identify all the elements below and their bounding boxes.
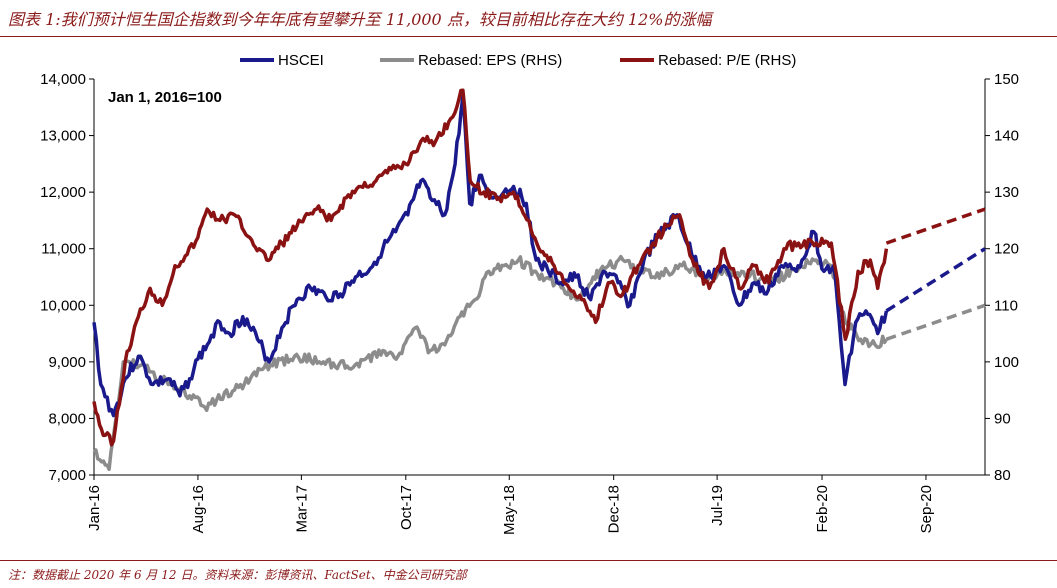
chart-legend: HSCEI Rebased: EPS (RHS) Rebased: P/E (RHS… [240,52,796,69]
series-line [92,88,889,447]
y-right-tick-label: 140 [994,128,1019,145]
x-tick-label: Jul-19 [709,485,726,526]
legend-label: Rebased: EPS (RHS) [418,52,562,69]
y-right-tick-label: 80 [994,467,1011,484]
series-line [92,254,888,472]
chart-series-lines [92,88,986,472]
top-rule [0,36,1057,37]
x-tick-label: Aug-16 [190,485,207,533]
y-right-tick-label: 130 [994,184,1019,201]
y-left-tick-label: 13,000 [40,128,86,145]
y-right-tick-label: 150 [994,71,1019,88]
x-tick-label: Oct-17 [398,485,415,530]
x-tick-label: Mar-17 [293,485,310,533]
series-line [92,94,889,418]
chart: 7,000 8,000 9,000 10,000 11,000 12,000 13,000 1… [40,52,1019,535]
forecast-line [885,303,986,341]
x-tick-label: Sep-20 [918,485,935,533]
y-left-tick-label: 8,000 [48,410,86,427]
forecast-line [885,247,986,313]
y-left-tick-label: 14,000 [40,71,86,88]
bottom-rule [0,560,1057,561]
source-note: 注：数据截止 2020 年 6 月 12 日。资料来源：彭博资讯、FactSet… [8,568,467,582]
y-right-tick-label: 120 [994,241,1019,258]
y-right-tick-label: 110 [994,297,1018,314]
y-left-tick-label: 12,000 [40,184,86,201]
legend-label: HSCEI [278,52,324,69]
y-right-tick-label: 90 [994,410,1011,427]
forecast-line [885,207,986,245]
chart-axes: 7,000 8,000 9,000 10,000 11,000 12,000 13,000 1… [40,71,1019,535]
chart-caption: 图表 1:我们预计恒生国企指数到今年年底有望攀升至 11,000 点，较目前相比… [8,10,712,29]
x-tick-label: Jan-16 [86,485,103,531]
y-left-tick-label: 7,000 [48,467,86,484]
x-tick-label: Dec-18 [606,485,623,533]
x-tick-label: May-18 [501,485,518,535]
chart-annotation: Jan 1, 2016=100 [108,89,222,106]
x-tick-label: Feb-20 [814,485,831,533]
y-left-tick-label: 10,000 [40,297,86,314]
y-right-tick-label: 100 [994,354,1019,371]
y-left-tick-label: 11,000 [41,241,86,258]
legend-label: Rebased: P/E (RHS) [658,52,796,69]
y-left-tick-label: 9,000 [48,354,86,371]
